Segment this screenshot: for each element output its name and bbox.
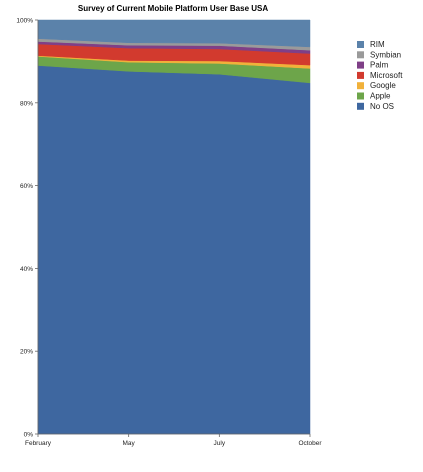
- legend-label: Symbian: [370, 50, 401, 59]
- x-tick-label: May: [123, 440, 136, 447]
- legend-label: Microsoft: [370, 71, 403, 80]
- legend-swatch: [357, 61, 364, 69]
- legend-item-google: Google: [357, 81, 396, 90]
- legend-label: RIM: [370, 40, 385, 49]
- legend-swatch: [357, 71, 364, 79]
- y-tick-label: 40%: [20, 266, 33, 273]
- chart-title: Survey of Current Mobile Platform User B…: [78, 4, 268, 13]
- y-tick-label: 60%: [20, 183, 33, 190]
- areas-layer: [37, 19, 311, 435]
- legend-label: Google: [370, 81, 396, 90]
- y-tick-label: 20%: [20, 349, 33, 356]
- legend-swatch: [357, 102, 364, 110]
- legend-label: No OS: [370, 102, 394, 111]
- legend-label: Apple: [370, 92, 391, 101]
- legend-item-apple: Apple: [357, 92, 391, 101]
- x-tick-label: July: [214, 440, 226, 447]
- legend-item-rim: RIM: [357, 40, 385, 49]
- legend-swatch: [357, 41, 364, 48]
- y-tick-label: 100%: [16, 18, 33, 25]
- area-rim: [37, 19, 311, 48]
- legend-item-no-os: No OS: [357, 102, 394, 111]
- legend-swatch: [357, 51, 364, 59]
- legend-item-symbian: Symbian: [357, 50, 401, 59]
- legend-swatch: [357, 82, 364, 90]
- legend-swatch: [357, 92, 364, 100]
- legend-label: Palm: [370, 61, 389, 70]
- area-no-os: [37, 65, 311, 435]
- x-tick-label: October: [298, 440, 322, 447]
- legend-item-palm: Palm: [357, 61, 389, 70]
- axes-layer: 0% 20% 40% 60% 80% 100% February May July October: [16, 18, 322, 448]
- y-tick-label: 0%: [24, 432, 34, 439]
- legend-item-microsoft: Microsoft: [357, 71, 403, 80]
- x-tick-label: February: [25, 440, 52, 447]
- y-tick-label: 80%: [20, 100, 33, 107]
